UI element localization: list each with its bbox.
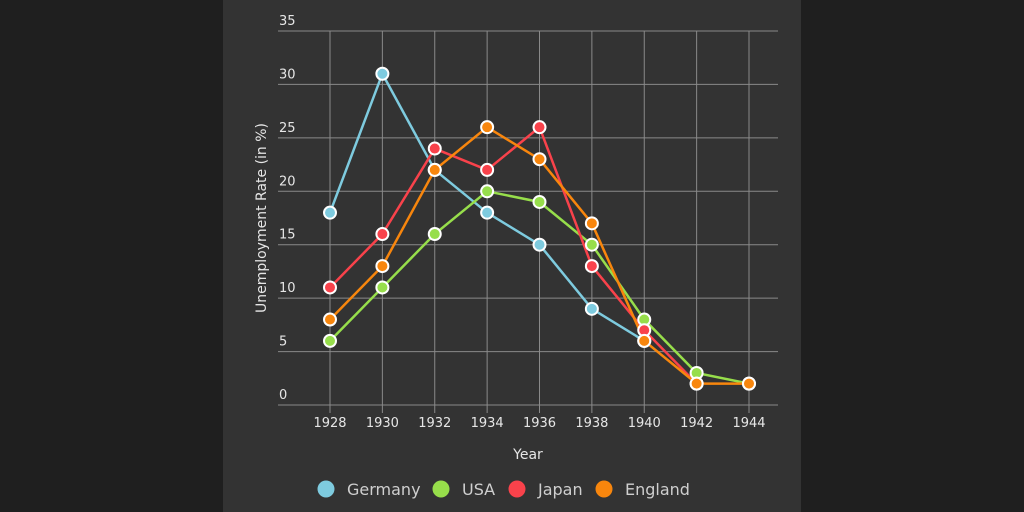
x-tick-label: 1936 (523, 416, 556, 431)
legend-swatch (508, 480, 526, 498)
legend-swatch (595, 480, 613, 498)
data-point-germany[interactable] (532, 237, 547, 252)
data-point-usa[interactable] (532, 194, 547, 209)
x-tick-label: 1944 (732, 416, 765, 431)
data-point-germany[interactable] (480, 205, 495, 220)
legend-swatch (432, 480, 450, 498)
x-tick-label: 1942 (680, 416, 713, 431)
chart-panel (223, 0, 801, 512)
data-point-england[interactable] (584, 216, 599, 231)
x-tick-label: 1928 (313, 416, 346, 431)
x-tick-label: 1940 (628, 416, 661, 431)
y-tick-label: 0 (279, 388, 287, 403)
y-tick-label: 30 (279, 67, 296, 82)
x-tick-label: 1934 (471, 416, 504, 431)
legend-label: Japan (537, 480, 583, 499)
data-point-england[interactable] (637, 333, 652, 348)
data-point-japan[interactable] (480, 162, 495, 177)
data-point-england[interactable] (375, 259, 390, 274)
legend-swatch (317, 480, 335, 498)
data-point-japan[interactable] (375, 227, 390, 242)
data-point-england[interactable] (323, 312, 337, 327)
legend-label: Germany (347, 480, 421, 499)
legend-item-japan[interactable]: Japan (508, 480, 583, 499)
data-point-england[interactable] (689, 376, 704, 391)
y-tick-label: 10 (279, 281, 296, 296)
data-point-germany[interactable] (375, 66, 390, 81)
data-point-germany[interactable] (584, 301, 599, 316)
data-point-england[interactable] (742, 376, 756, 391)
data-point-usa[interactable] (584, 237, 599, 252)
legend-item-usa[interactable]: USA (432, 480, 496, 499)
data-point-england[interactable] (532, 152, 547, 167)
x-tick-label: 1932 (418, 416, 451, 431)
data-point-japan[interactable] (323, 280, 337, 295)
y-axis-label: Unemployment Rate (in %) (254, 123, 270, 313)
legend-item-germany[interactable]: Germany (317, 480, 421, 499)
data-point-usa[interactable] (480, 184, 495, 199)
data-point-england[interactable] (427, 162, 442, 177)
y-tick-label: 35 (279, 14, 296, 29)
data-point-usa[interactable] (323, 333, 337, 348)
y-tick-label: 25 (279, 121, 296, 136)
data-point-japan[interactable] (584, 259, 599, 274)
x-tick-label: 1930 (366, 416, 399, 431)
legend-label: USA (462, 480, 495, 499)
x-axis-label: Year (512, 447, 543, 463)
y-tick-label: 15 (279, 228, 296, 243)
legend-item-england[interactable]: England (595, 480, 690, 499)
y-tick-label: 5 (279, 335, 287, 350)
data-point-japan[interactable] (427, 141, 442, 156)
legend-label: England (625, 480, 690, 499)
data-point-usa[interactable] (427, 227, 442, 242)
data-point-japan[interactable] (532, 120, 547, 135)
x-tick-label: 1938 (575, 416, 608, 431)
data-point-usa[interactable] (375, 280, 390, 295)
data-point-germany[interactable] (323, 205, 337, 220)
y-tick-label: 20 (279, 174, 296, 189)
data-point-england[interactable] (480, 120, 495, 135)
